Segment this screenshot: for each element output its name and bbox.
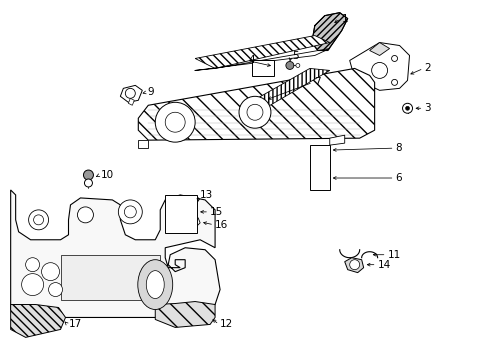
Polygon shape (155, 302, 215, 328)
Polygon shape (195, 36, 329, 68)
Polygon shape (187, 217, 200, 227)
Text: 4: 4 (247, 55, 254, 66)
Circle shape (41, 263, 60, 280)
Polygon shape (329, 135, 344, 145)
Text: 2: 2 (424, 63, 430, 73)
Text: 13: 13 (200, 190, 213, 200)
Text: 8: 8 (395, 143, 401, 153)
Circle shape (34, 215, 43, 225)
Circle shape (124, 206, 136, 218)
Polygon shape (369, 42, 389, 55)
Circle shape (295, 63, 299, 67)
Text: 14: 14 (377, 260, 390, 270)
Polygon shape (138, 68, 374, 140)
Circle shape (21, 274, 43, 296)
Text: 12: 12 (220, 319, 233, 329)
Bar (251, 60, 273, 76)
Circle shape (48, 283, 62, 297)
Text: 16: 16 (215, 220, 228, 230)
Circle shape (25, 258, 40, 272)
Circle shape (391, 80, 397, 85)
Text: 6: 6 (395, 173, 401, 183)
Text: 5: 5 (291, 51, 298, 62)
Text: 15: 15 (210, 207, 223, 217)
Circle shape (239, 96, 270, 128)
Circle shape (77, 207, 93, 223)
Circle shape (84, 179, 92, 187)
Text: 1: 1 (341, 14, 347, 24)
Circle shape (349, 260, 359, 270)
Circle shape (118, 200, 142, 224)
Circle shape (167, 205, 177, 215)
Polygon shape (344, 258, 363, 273)
Polygon shape (120, 85, 142, 102)
Bar (165, 195, 197, 233)
Circle shape (405, 106, 408, 110)
Polygon shape (138, 140, 148, 148)
Circle shape (285, 62, 293, 69)
Circle shape (155, 102, 195, 142)
Text: 10: 10 (100, 170, 113, 180)
Circle shape (29, 210, 48, 230)
Bar (61, 255, 160, 300)
Text: 9: 9 (147, 87, 154, 97)
Polygon shape (349, 42, 408, 90)
Circle shape (165, 112, 185, 132)
Circle shape (180, 215, 190, 225)
Polygon shape (128, 98, 134, 105)
Text: 11: 11 (387, 250, 400, 260)
Text: 7: 7 (313, 77, 320, 87)
Circle shape (83, 170, 93, 180)
Circle shape (313, 149, 325, 161)
Ellipse shape (138, 260, 172, 310)
Polygon shape (11, 190, 220, 318)
Circle shape (246, 104, 263, 120)
Polygon shape (244, 68, 329, 108)
Ellipse shape (146, 271, 164, 298)
Polygon shape (311, 13, 347, 50)
Bar (309, 145, 329, 190)
Polygon shape (11, 305, 65, 337)
Circle shape (371, 62, 387, 78)
Circle shape (391, 55, 397, 62)
Text: 3: 3 (424, 103, 430, 113)
Text: 17: 17 (68, 319, 81, 329)
Circle shape (402, 103, 412, 113)
Circle shape (125, 88, 135, 98)
